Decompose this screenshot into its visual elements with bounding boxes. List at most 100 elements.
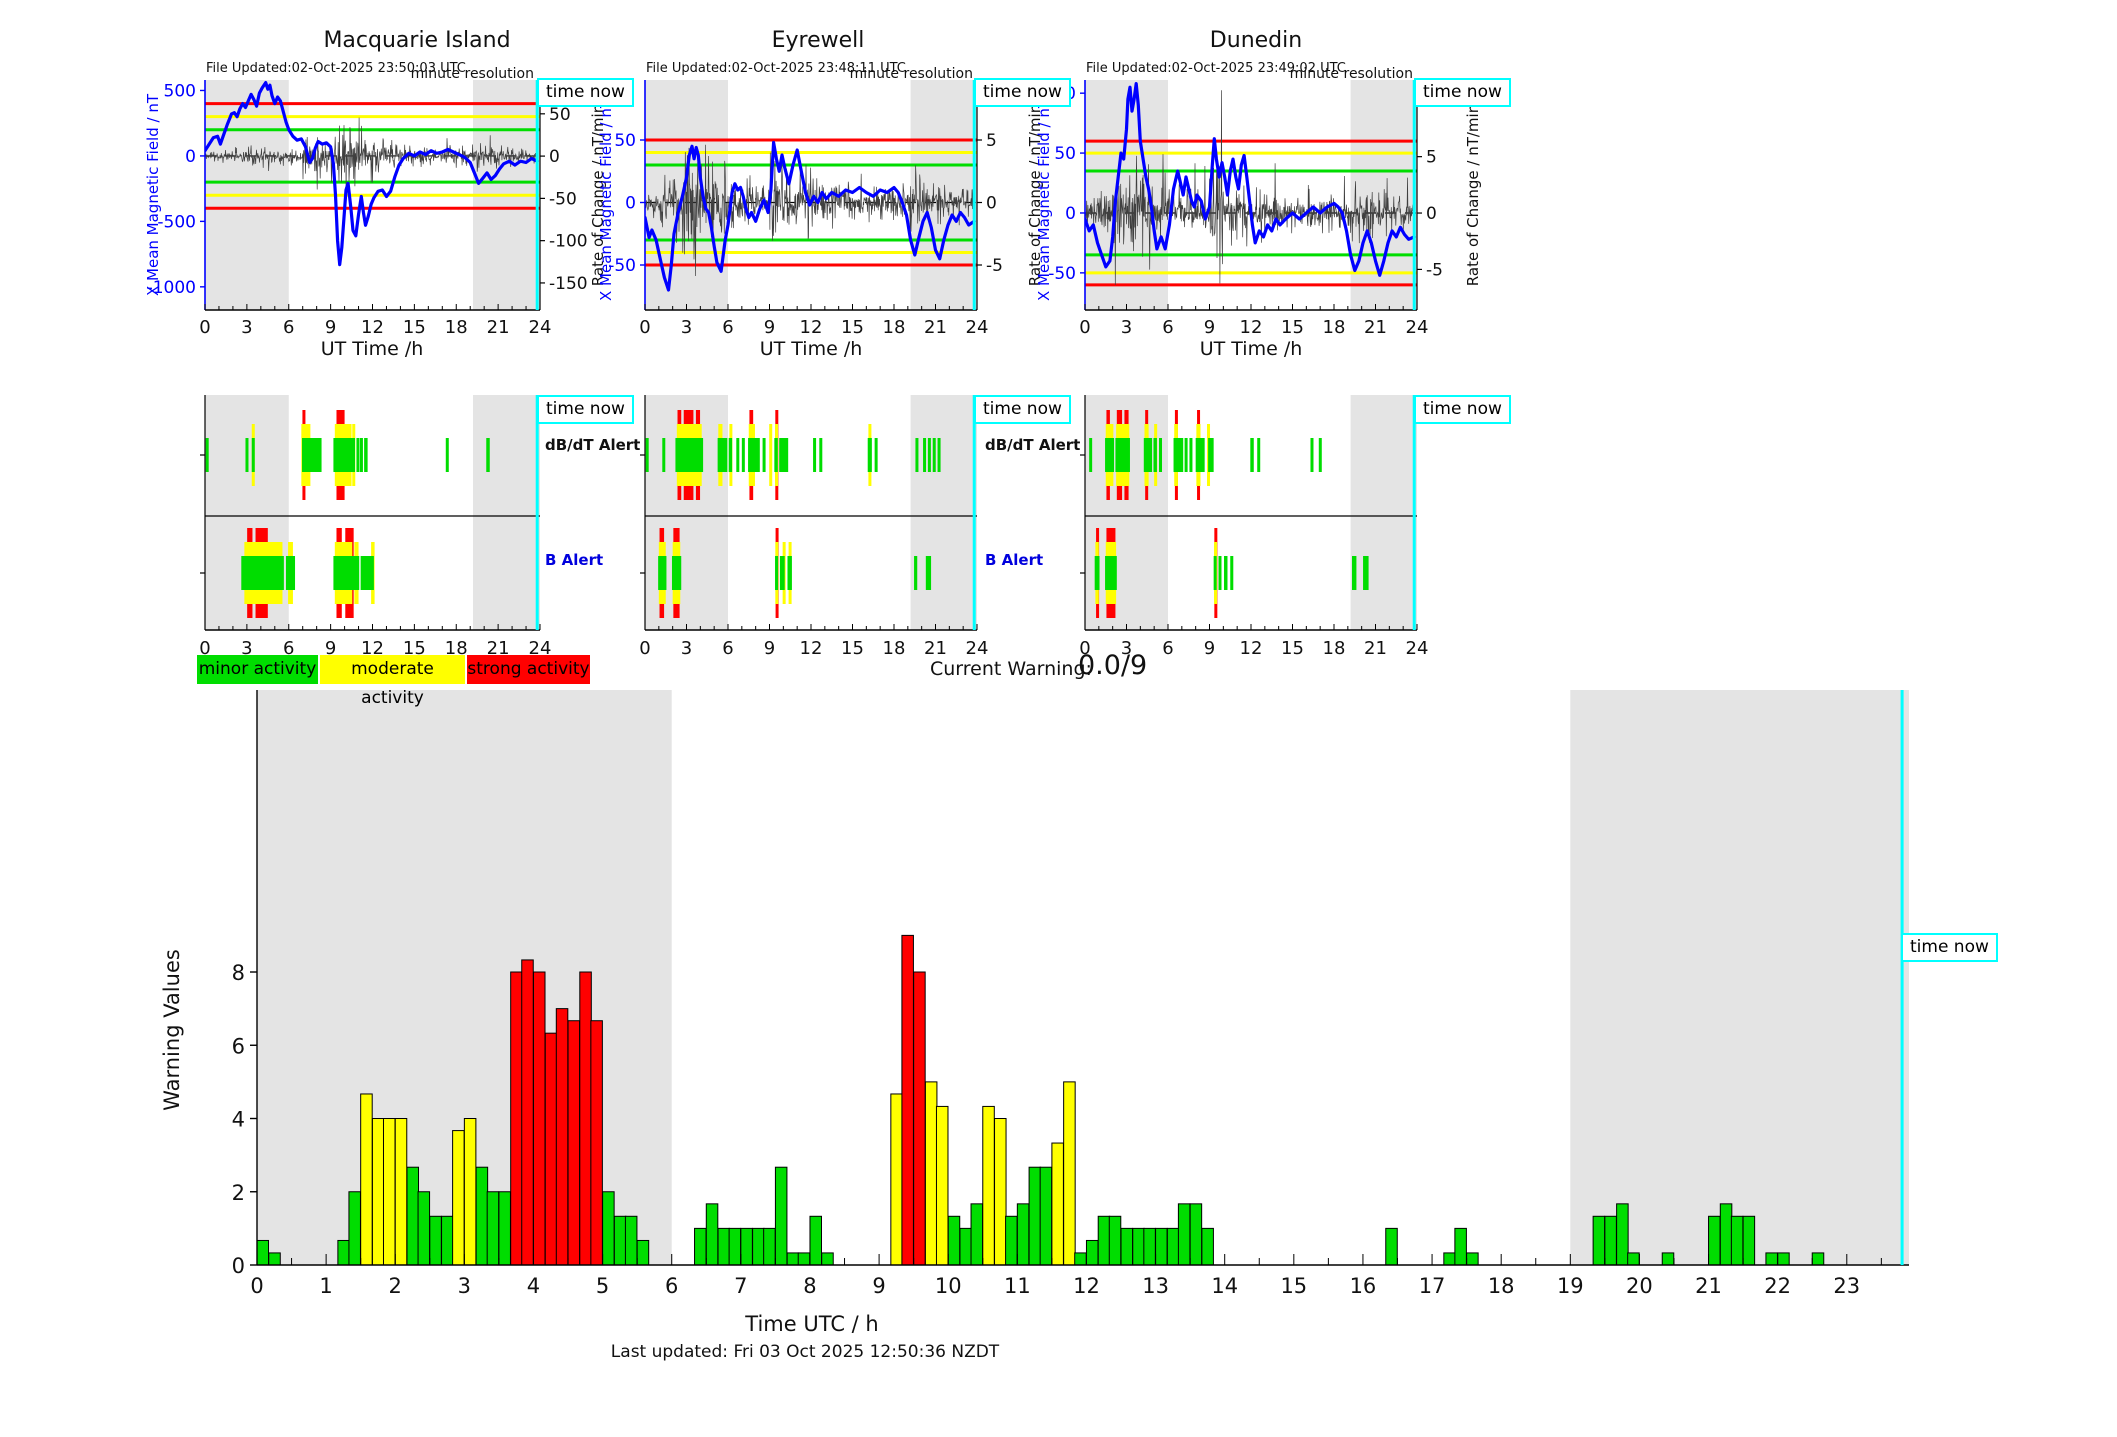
ut-time-xlabel: UT Time /h xyxy=(1199,338,1303,360)
alert-segment-green xyxy=(364,438,368,472)
warning-bar xyxy=(1742,1215,1756,1266)
warning-bar xyxy=(890,1093,903,1266)
station-title-macquarie: Macquarie Island xyxy=(323,28,511,53)
svg-text:3: 3 xyxy=(458,1274,471,1298)
alert-segment-green xyxy=(1153,438,1157,472)
warning-bar xyxy=(452,1130,465,1266)
svg-text:-5: -5 xyxy=(986,256,1003,276)
svg-text:12: 12 xyxy=(800,638,823,659)
svg-text:0: 0 xyxy=(185,147,196,167)
alert-segment-green xyxy=(1230,556,1234,590)
right-axis-label-dunedin: Rate of Change / nT/min xyxy=(1464,103,1482,287)
warning-bar xyxy=(994,1118,1007,1266)
svg-text:15: 15 xyxy=(1280,1274,1307,1298)
alert-segment-green xyxy=(1213,556,1217,590)
warning-bar xyxy=(532,971,546,1266)
alert-segment-green xyxy=(1184,438,1188,472)
warning-bar xyxy=(371,1118,385,1266)
svg-text:19: 19 xyxy=(1557,1274,1584,1298)
warning-bar xyxy=(463,1118,477,1266)
svg-text:18: 18 xyxy=(445,317,468,338)
alert-segment-green xyxy=(914,556,918,590)
file-updated-dunedin: File Updated:02-Oct-2025 23:49:02 UTC xyxy=(1086,61,1346,76)
alert-segment-green xyxy=(1318,438,1322,472)
svg-text:18: 18 xyxy=(1323,317,1346,338)
svg-text:4: 4 xyxy=(232,1108,245,1132)
svg-text:12: 12 xyxy=(361,317,384,338)
warning-bar xyxy=(1074,1252,1087,1266)
svg-text:5: 5 xyxy=(986,131,997,151)
svg-text:5: 5 xyxy=(596,1274,609,1298)
svg-text:6: 6 xyxy=(1162,317,1173,338)
svg-text:8: 8 xyxy=(232,961,245,985)
svg-text:21: 21 xyxy=(924,638,947,659)
svg-text:18: 18 xyxy=(1488,1274,1515,1298)
warning-bar xyxy=(1719,1203,1733,1266)
warning-bar xyxy=(1166,1227,1180,1266)
warning-bar xyxy=(1005,1215,1018,1266)
svg-text:12: 12 xyxy=(1240,638,1263,659)
warning-bar xyxy=(947,1215,961,1266)
svg-text:3: 3 xyxy=(241,317,252,338)
svg-text:-50: -50 xyxy=(1048,264,1076,284)
alert-segment-yellow xyxy=(769,424,773,486)
warning-bar xyxy=(1143,1227,1156,1266)
warning-bar xyxy=(624,1215,638,1266)
svg-text:2: 2 xyxy=(389,1274,402,1298)
svg-text:18: 18 xyxy=(1323,638,1346,659)
rate-of-change-trace xyxy=(205,117,538,191)
left-axis-label-eyrewell: X Mean Magnetic Field / nT xyxy=(597,98,615,302)
svg-text:9: 9 xyxy=(1204,317,1215,338)
warning-bar xyxy=(1097,1215,1111,1266)
warning-bar xyxy=(740,1227,753,1266)
warning-bar xyxy=(1085,1239,1099,1266)
alert-segment-green xyxy=(1094,556,1100,590)
svg-text:1: 1 xyxy=(319,1274,332,1298)
svg-text:3: 3 xyxy=(681,317,692,338)
station-plot-2: 03691215182124100500-501050-5 xyxy=(1044,80,1448,338)
warning-bar xyxy=(694,1227,707,1266)
svg-text:0: 0 xyxy=(639,638,650,659)
svg-text:21: 21 xyxy=(1364,317,1387,338)
alert-segment-green xyxy=(302,438,322,472)
station-plot-0: 0 3 6 9 12 15 18 21 245000-500-1000500-50-100-15… xyxy=(147,80,588,338)
warning-bar xyxy=(590,1020,603,1266)
alert-segment-green xyxy=(1089,438,1093,472)
file-updated-eyrewell: File Updated:02-Oct-2025 23:48:11 UTC xyxy=(646,61,906,76)
warning-bar xyxy=(752,1227,765,1266)
svg-text:15: 15 xyxy=(841,638,864,659)
alert-segment-green xyxy=(645,438,649,472)
svg-text:21: 21 xyxy=(487,317,510,338)
warning-bar xyxy=(901,934,914,1266)
alert-segment-green xyxy=(1363,556,1369,590)
svg-text:7: 7 xyxy=(734,1274,747,1298)
svg-text:-5: -5 xyxy=(1426,260,1443,280)
alert-segment-green xyxy=(741,438,745,472)
svg-text:15: 15 xyxy=(403,317,426,338)
warning-bar xyxy=(786,1252,800,1266)
time-now-box: time now xyxy=(537,78,634,107)
alert-segment-green xyxy=(867,438,872,472)
svg-text:24: 24 xyxy=(529,638,552,659)
ut-time-xlabel: UT Time /h xyxy=(320,338,424,360)
warning-bar xyxy=(935,1105,949,1266)
warning-bar xyxy=(913,971,926,1266)
alert-segment-green xyxy=(736,438,740,472)
alert-segment-green xyxy=(359,438,363,472)
alert-segment-green xyxy=(748,438,760,472)
legend-minor-activity: minor activity xyxy=(197,655,318,684)
svg-text:18: 18 xyxy=(883,638,906,659)
svg-text:24: 24 xyxy=(966,317,989,338)
svg-text:6: 6 xyxy=(665,1274,678,1298)
svg-text:-1000: -1000 xyxy=(147,278,196,298)
warning-bar xyxy=(1016,1203,1030,1266)
warning-bar xyxy=(924,1081,938,1266)
svg-text:14: 14 xyxy=(1211,1274,1238,1298)
warning-bar xyxy=(521,959,534,1266)
svg-text:2: 2 xyxy=(232,1181,245,1205)
svg-text:15: 15 xyxy=(1281,317,1304,338)
warning-bar xyxy=(1155,1227,1168,1266)
warning-bar xyxy=(774,1166,788,1266)
